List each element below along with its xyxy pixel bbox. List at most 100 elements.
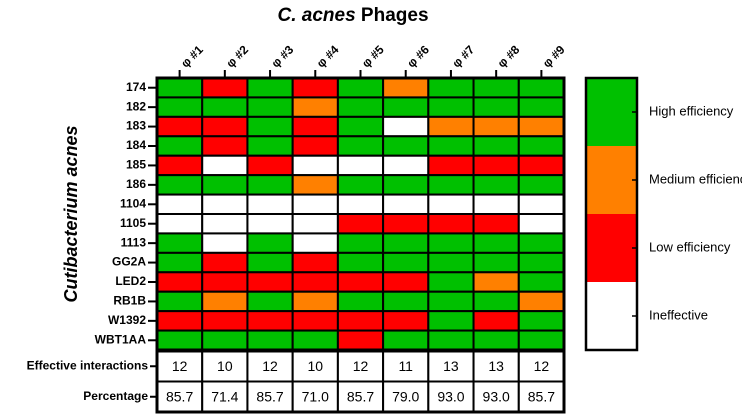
heatmap-cell: [291, 154, 339, 177]
chart-title: C. acnes Phages: [277, 5, 428, 26]
heatmap-cell: [156, 329, 204, 352]
heatmap-cell: [382, 174, 430, 196]
y-tick-label: 1105: [120, 216, 146, 230]
y-tick-label: W1392: [108, 313, 146, 327]
table-cell-text: 12: [262, 358, 278, 374]
heatmap-cell: [336, 329, 385, 352]
y-tick-label: 184: [126, 138, 146, 152]
table-cell-text: 12: [534, 358, 550, 374]
heatmap-cell: [472, 135, 520, 157]
heatmap-cell: [517, 77, 565, 99]
heatmap-cell: [156, 310, 204, 332]
heatmap-cell: [291, 96, 339, 118]
heatmap-cell: [201, 135, 249, 157]
colorbar-segment: [586, 282, 637, 350]
table-cell-text: 85.7: [347, 388, 374, 404]
colorbar-label: Medium efficiency: [649, 171, 742, 186]
heatmap-cell: [246, 213, 294, 235]
heatmap-cell: [246, 115, 294, 138]
x-tick-label: φ #5: [359, 42, 387, 70]
heatmap-cell: [472, 213, 520, 235]
table-cell-text: 11: [398, 358, 413, 374]
heatmap-cell: [382, 271, 430, 293]
x-tick-label: φ #6: [404, 42, 432, 70]
heatmap-cell: [201, 271, 249, 293]
heatmap-cell: [382, 213, 430, 235]
heatmap-cell: [156, 271, 204, 293]
heatmap-cell: [336, 135, 385, 157]
heatmap-cell: [291, 271, 339, 293]
heatmap-cell: [156, 115, 204, 138]
x-tick-label: φ #1: [178, 42, 206, 70]
colorbar-segment: [586, 214, 637, 282]
heatmap-cell: [472, 77, 520, 99]
heatmap-cell: [156, 77, 204, 99]
heatmap-cell: [382, 135, 430, 157]
heatmap-cell: [156, 193, 204, 215]
y-tick-label: 183: [126, 119, 146, 133]
heatmap-cell: [201, 213, 249, 235]
heatmap-cell: [246, 271, 294, 293]
heatmap-cell: [382, 251, 430, 274]
heatmap-cell: [382, 290, 430, 313]
heatmap-cell: [246, 310, 294, 332]
heatmap-cell: [517, 174, 565, 196]
heatmap-cell: [201, 310, 249, 332]
heatmap-cell: [427, 329, 475, 352]
table-cell-text: 12: [172, 358, 188, 374]
table-cell-text: 85.7: [166, 388, 193, 404]
heatmap-cell: [472, 96, 520, 118]
heatmap-cell: [246, 135, 294, 157]
table-cell-text: 85.7: [256, 388, 283, 404]
heatmap-cell: [156, 232, 204, 254]
heatmap-cell: [472, 329, 520, 352]
table-frame: [155, 349, 566, 414]
heatmap-cell: [382, 96, 430, 118]
heatmap-cell: [517, 213, 565, 235]
heatmap-cell: [156, 174, 204, 196]
heatmap-cell: [336, 213, 385, 235]
heatmap-cell: [472, 154, 520, 177]
table-cell-text: 71.4: [211, 388, 238, 404]
heatmap-cell: [472, 232, 520, 254]
y-tick-label: 174: [126, 80, 146, 94]
heatmap-cell: [156, 213, 204, 235]
table-cell: [336, 380, 385, 413]
y-axis-label: Cutibacterium acnes: [61, 125, 81, 302]
heatmap-cell: [246, 232, 294, 254]
y-tick-label: RB1B: [113, 294, 146, 308]
table-cell-text: 93.0: [437, 388, 464, 404]
heatmap-cell: [246, 193, 294, 215]
heatmap-cell: [427, 290, 475, 313]
heatmap-cell: [472, 310, 520, 332]
heatmap-cell: [427, 193, 475, 215]
table-cell-text: 71.0: [302, 388, 329, 404]
heatmap-cell: [427, 96, 475, 118]
colorbar-segment: [586, 78, 637, 146]
heatmap-cell: [382, 232, 430, 254]
heatmap-cell: [517, 232, 565, 254]
heatmap-cell: [291, 174, 339, 196]
x-tick-label: φ #8: [495, 42, 523, 70]
heatmap-cell: [246, 174, 294, 196]
y-tick-label: WBT1AA: [95, 332, 147, 346]
colorbar-label: Ineffective: [649, 307, 708, 322]
table-cell-text: 93.0: [483, 388, 510, 404]
heatmap-cell: [517, 251, 565, 274]
heatmap-cell: [201, 154, 249, 177]
x-tick-label: φ #4: [314, 42, 342, 70]
y-tick-label: 185: [126, 158, 146, 172]
heatmap-cell: [517, 310, 565, 332]
x-tick-label: φ #2: [223, 42, 251, 70]
heatmap-cell: [291, 232, 339, 254]
heatmap-cell: [336, 251, 385, 274]
heatmap-cell: [517, 290, 565, 313]
heatmap-cell: [472, 271, 520, 293]
heatmap-cell: [336, 154, 385, 177]
heatmap-cell: [517, 193, 565, 215]
heatmap-cell: [156, 154, 204, 177]
heatmap-cell: [156, 290, 204, 313]
heatmap-cell: [472, 193, 520, 215]
heatmap-cell: [291, 290, 339, 313]
heatmap-cell: [246, 329, 294, 352]
